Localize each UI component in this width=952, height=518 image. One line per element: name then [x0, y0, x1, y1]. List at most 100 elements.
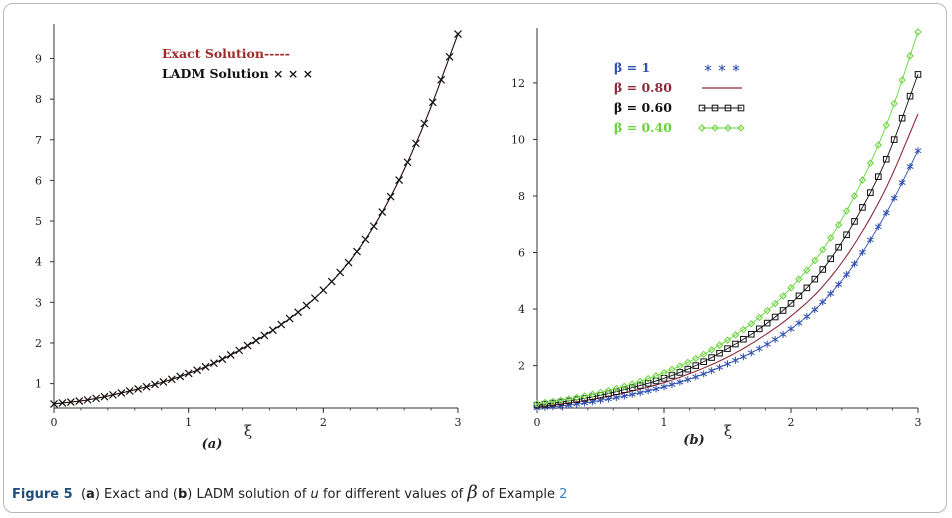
series-point [708, 367, 716, 375]
series-point [859, 204, 866, 211]
caption-var-u: u [310, 487, 319, 502]
series-point [668, 365, 676, 374]
y-tick-label: 4 [35, 256, 42, 269]
legend-swatch [737, 104, 745, 112]
series-point [708, 354, 715, 361]
series-point [612, 394, 620, 402]
legend-swatch [711, 104, 719, 112]
series-point [336, 268, 345, 277]
series-point [692, 373, 700, 381]
y-tick-label: 10 [511, 133, 525, 146]
series-point [684, 358, 692, 367]
series-point [811, 306, 819, 314]
x-tick-label: 1 [661, 416, 668, 429]
series-point [549, 399, 557, 407]
series-point [572, 393, 581, 402]
series-point [898, 179, 906, 187]
series-point [882, 209, 890, 217]
chart-panel-a: 0 1 2 3 1 2 3 4 5 6 7 8 9 ξ (a) Exact Solution----- LADM… [35, 24, 462, 452]
series-point [858, 248, 866, 256]
series-point [117, 389, 126, 397]
series-point [660, 383, 668, 391]
series-point [763, 307, 771, 315]
series-point [684, 376, 692, 384]
series-point [906, 163, 914, 171]
series-point [620, 382, 629, 391]
series-point [167, 375, 176, 384]
legend-swatch [711, 124, 719, 132]
caption-example-link[interactable]: 2 [559, 487, 568, 502]
y-tick-label: 6 [518, 247, 525, 260]
series-point [715, 341, 724, 349]
series-point [771, 313, 779, 321]
x-tick-label: 2 [320, 416, 327, 429]
series-point [621, 386, 628, 394]
series-point [858, 176, 867, 184]
series-point [740, 335, 747, 343]
legend-swatch [698, 124, 706, 132]
series-point [302, 301, 311, 310]
series-point [699, 350, 708, 359]
series-point [795, 275, 803, 283]
x-tick-label: 0 [534, 416, 541, 429]
series-point [914, 71, 922, 78]
series-point [898, 114, 906, 122]
series-point [747, 320, 756, 328]
legend-swatch [737, 124, 745, 132]
caption-mid-text: for different values of [322, 487, 464, 502]
series-point [835, 243, 842, 251]
series-point [898, 76, 906, 84]
series-point [411, 139, 420, 148]
legend-swatch [704, 64, 712, 72]
series-point [843, 271, 851, 279]
series-point [771, 335, 779, 343]
series-point [428, 98, 437, 107]
y-tick-label: 2 [35, 337, 42, 350]
y-tick-label: 7 [35, 134, 42, 147]
series-point [134, 385, 143, 393]
legend-entry: LADM Solution × × × [162, 66, 313, 81]
series-point [612, 384, 621, 393]
series-point [739, 353, 747, 361]
series-point [827, 290, 835, 298]
legend-swatch [724, 124, 732, 132]
series-point [732, 340, 739, 348]
series-point [906, 52, 914, 60]
series-point [779, 292, 787, 300]
series-point [557, 398, 565, 406]
series-point [716, 363, 724, 371]
legend-entry: β = 1 [614, 60, 650, 75]
series-point [866, 159, 875, 167]
legend-swatch [724, 104, 732, 112]
series-point [747, 349, 755, 357]
y-tick-label: 8 [35, 93, 42, 106]
series-point [100, 392, 109, 401]
series-point [771, 299, 779, 308]
series-point [811, 275, 819, 283]
y-tick-label: 12 [511, 77, 525, 90]
series-point [92, 394, 101, 403]
y-tick-label: 6 [35, 174, 42, 187]
series-point [201, 362, 210, 371]
y-tick-label: 2 [518, 360, 525, 373]
series-point [541, 398, 549, 407]
series-point [652, 385, 660, 393]
panel-label: (b) [683, 433, 704, 448]
series-point [75, 397, 84, 406]
caption-open-a: ( [80, 487, 87, 502]
series-point [644, 379, 652, 387]
series-point [755, 345, 763, 353]
series-point [834, 221, 843, 229]
series-point [628, 380, 636, 388]
series-point [83, 395, 92, 404]
series-point [445, 52, 454, 61]
series-point [700, 358, 707, 366]
series-point [403, 158, 412, 167]
series-point [209, 359, 218, 368]
series-point [724, 345, 731, 352]
figure-caption: Figure 5 (a) Exact and (b) LADM solution… [12, 482, 912, 503]
series-point [875, 173, 882, 180]
y-tick-label: 5 [35, 215, 42, 228]
series-point [533, 401, 541, 409]
